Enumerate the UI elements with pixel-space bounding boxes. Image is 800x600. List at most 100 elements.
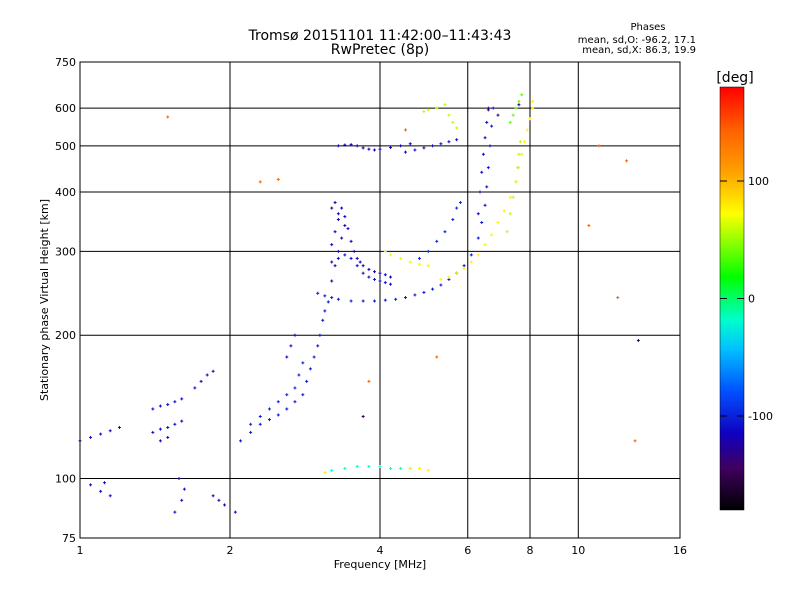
echo-point [483, 136, 487, 140]
echo-point [455, 206, 459, 210]
echo-point [528, 117, 532, 121]
echo-point [293, 400, 297, 404]
echo-point [108, 429, 112, 433]
echo-point [166, 435, 170, 439]
echo-point [211, 369, 215, 373]
echo-point [518, 140, 522, 144]
echo-point [447, 113, 451, 117]
plot-frame [79, 61, 681, 539]
colorbar: [deg] 100 0 -100 [716, 70, 773, 511]
echo-point [158, 404, 162, 408]
echo-point [355, 464, 359, 468]
echo-point [355, 264, 359, 268]
x-tick-label: 16 [673, 544, 687, 557]
echo-point [483, 243, 487, 247]
echo-point [361, 299, 365, 303]
y-tick-label: 400 [55, 186, 76, 199]
echo-point [435, 106, 439, 110]
echo-point [312, 355, 316, 359]
x-tick-label: 8 [527, 544, 534, 557]
echo-point [158, 439, 162, 443]
echo-point [462, 264, 466, 268]
echo-point [166, 115, 170, 119]
echo-point [373, 299, 377, 303]
echo-point [616, 296, 620, 300]
echo-point [431, 287, 435, 291]
echo-point [316, 291, 320, 295]
echo-point [505, 230, 509, 234]
echo-point [520, 152, 524, 156]
echo-point [431, 144, 435, 148]
echo-point [323, 470, 327, 474]
echo-point [367, 379, 371, 383]
echo-point [517, 99, 521, 103]
y-tick-label: 75 [62, 532, 76, 545]
echo-point [355, 256, 359, 260]
echo-point [458, 201, 462, 205]
y-tick-label: 100 [55, 473, 76, 486]
echo-point [293, 333, 297, 337]
echo-point [330, 279, 334, 283]
echo-point [469, 253, 473, 257]
echo-point [205, 373, 209, 377]
echo-point [349, 256, 353, 260]
echo-point [233, 510, 237, 514]
echo-point [517, 152, 521, 156]
echo-point [523, 140, 527, 144]
echo-point [223, 503, 227, 507]
y-tick-label: 750 [55, 56, 76, 69]
echo-point [389, 145, 393, 149]
echo-point [389, 275, 393, 279]
echo-point [340, 206, 344, 210]
echo-point [99, 489, 103, 493]
echo-point [336, 297, 340, 301]
echo-point [439, 283, 443, 287]
echo-point [378, 271, 382, 275]
echo-point [399, 144, 403, 148]
echo-point [422, 146, 426, 150]
echo-point [336, 256, 340, 260]
echo-point [258, 414, 262, 418]
echo-point [413, 148, 417, 152]
echo-point [485, 185, 489, 189]
echo-point [488, 144, 492, 148]
colorbar-ticks: 100 0 -100 [720, 175, 773, 423]
echo-point [394, 297, 398, 301]
echo-point [99, 432, 103, 436]
echo-point [318, 333, 322, 337]
echo-point [399, 256, 403, 260]
echo-point [180, 419, 184, 423]
x-tick-label: 2 [227, 544, 234, 557]
echo-point [217, 498, 221, 502]
echo-point [476, 253, 480, 257]
echo-point [173, 400, 177, 404]
echo-point [597, 144, 601, 148]
echo-point [383, 298, 387, 302]
echo-point [285, 355, 289, 359]
echo-point [276, 413, 280, 417]
echo-point [483, 203, 487, 207]
echo-point [508, 212, 512, 216]
echo-point [455, 271, 459, 275]
echo-point [511, 195, 515, 199]
echo-point [636, 338, 640, 342]
echo-point [480, 170, 484, 174]
echo-point [633, 439, 637, 443]
echo-point [476, 236, 480, 240]
echo-point [403, 296, 407, 300]
chart-title: Tromsø 20151101 11:42:00–11:43:43 [248, 28, 512, 44]
echo-point [330, 243, 334, 247]
echo-point [323, 309, 327, 313]
echo-point [389, 282, 393, 286]
echo-point [486, 108, 490, 112]
echo-point [166, 403, 170, 407]
echo-point [285, 407, 289, 411]
echo-point [480, 221, 484, 225]
echo-point [502, 209, 506, 213]
echo-point [403, 150, 407, 154]
echo-point [343, 143, 347, 147]
echo-point [417, 256, 421, 260]
x-tick-label: 4 [377, 544, 384, 557]
echo-point [408, 142, 412, 146]
